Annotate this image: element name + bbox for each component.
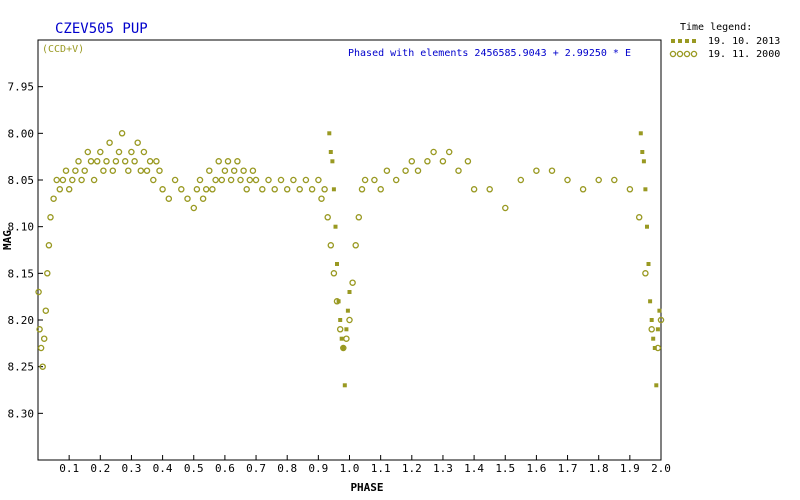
data-point bbox=[641, 159, 646, 164]
x-tick-label: 0.4 bbox=[153, 462, 173, 475]
x-tick-label: 0.6 bbox=[215, 462, 235, 475]
data-point bbox=[338, 318, 343, 322]
x-tick-label: 1.7 bbox=[558, 462, 578, 475]
y-tick-label: 7.95 bbox=[8, 81, 35, 94]
y-tick-label: 8.00 bbox=[8, 127, 35, 140]
x-tick-label: 0.8 bbox=[277, 462, 297, 475]
data-point bbox=[327, 131, 332, 136]
data-point bbox=[335, 262, 339, 266]
x-axis-label: PHASE bbox=[350, 481, 383, 494]
legend-marker bbox=[690, 50, 698, 58]
x-tick-label: 0.5 bbox=[184, 462, 204, 475]
y-tick-label: 8.05 bbox=[8, 174, 35, 187]
x-tick-label: 0.9 bbox=[308, 462, 328, 475]
y-tick-label: 8.10 bbox=[8, 221, 35, 234]
x-tick-label: 0.1 bbox=[59, 462, 79, 475]
filter-label: (CCD+V) bbox=[42, 44, 84, 55]
x-axis: 0.1 0.2 0.3 0.4 0.5 0.6 0.7 0.8 0.9 1.0 1.1 1.2 1.3 1… bbox=[59, 455, 671, 475]
data-point bbox=[331, 187, 336, 192]
data-point bbox=[328, 150, 333, 154]
legend-item: 19. 10. 2013 bbox=[671, 36, 780, 47]
x-tick-label: 1.2 bbox=[402, 462, 422, 475]
data-point bbox=[646, 262, 651, 266]
x-tick-label: 1.5 bbox=[495, 462, 515, 475]
y-axis-label: MAG bbox=[1, 230, 14, 250]
x-tick-label: 0.7 bbox=[246, 462, 266, 475]
elements-note: Phased with elements 2456585.9043 + 2.99… bbox=[348, 48, 631, 59]
data-point bbox=[640, 150, 645, 154]
legend-title: Time legend: bbox=[680, 22, 752, 33]
legend-marker bbox=[683, 50, 691, 58]
y-axis: 7.95 8.00 8.05 8.10 8.15 8.20 8.25 8.30 bbox=[8, 81, 43, 420]
data-point bbox=[342, 383, 347, 388]
data-point bbox=[655, 327, 660, 332]
data-point bbox=[347, 290, 352, 294]
y-tick-label: 8.20 bbox=[8, 314, 35, 327]
x-tick-label: 1.8 bbox=[589, 462, 609, 475]
data-point bbox=[333, 224, 338, 229]
legend-marker bbox=[671, 39, 675, 43]
x-tick-label: 1.4 bbox=[464, 462, 484, 475]
x-tick-label: 0.3 bbox=[122, 462, 142, 475]
data-point bbox=[654, 383, 659, 388]
data-point bbox=[638, 131, 643, 136]
x-tick-label: 0.2 bbox=[90, 462, 110, 475]
legend-label: 19. 10. 2013 bbox=[708, 36, 780, 47]
y-tick-label: 8.30 bbox=[8, 407, 35, 420]
legend: Time legend: 19. 10. 2013 19. 11. 2000 bbox=[669, 22, 780, 60]
plot-frame bbox=[37, 39, 662, 461]
x-tick-label: 2.0 bbox=[651, 462, 671, 475]
legend-marker bbox=[669, 50, 677, 58]
data-point bbox=[651, 336, 656, 341]
y-tick-label: 8.25 bbox=[8, 361, 35, 374]
data-point bbox=[645, 224, 649, 229]
legend-label: 19. 11. 2000 bbox=[708, 49, 780, 60]
legend-marker bbox=[676, 50, 684, 58]
data-point bbox=[330, 159, 335, 164]
data-point bbox=[648, 299, 653, 304]
data-point bbox=[345, 308, 350, 313]
data-point bbox=[344, 327, 349, 332]
legend-item: 19. 11. 2000 bbox=[669, 49, 780, 60]
legend-marker bbox=[678, 39, 682, 43]
data-point bbox=[649, 318, 654, 322]
data-point bbox=[657, 308, 662, 313]
chart-title: CZEV505 PUP bbox=[55, 21, 148, 37]
y-tick-label: 8.15 bbox=[8, 267, 35, 280]
legend-marker bbox=[685, 39, 689, 43]
data-point bbox=[643, 187, 648, 192]
x-tick-label: 1.1 bbox=[371, 462, 391, 475]
data-point bbox=[339, 336, 344, 341]
x-tick-label: 1.3 bbox=[433, 462, 453, 475]
x-tick-label: 1.0 bbox=[340, 462, 360, 475]
legend-marker bbox=[692, 39, 696, 43]
x-tick-label: 1.9 bbox=[620, 462, 640, 475]
x-tick-label: 1.6 bbox=[526, 462, 546, 475]
